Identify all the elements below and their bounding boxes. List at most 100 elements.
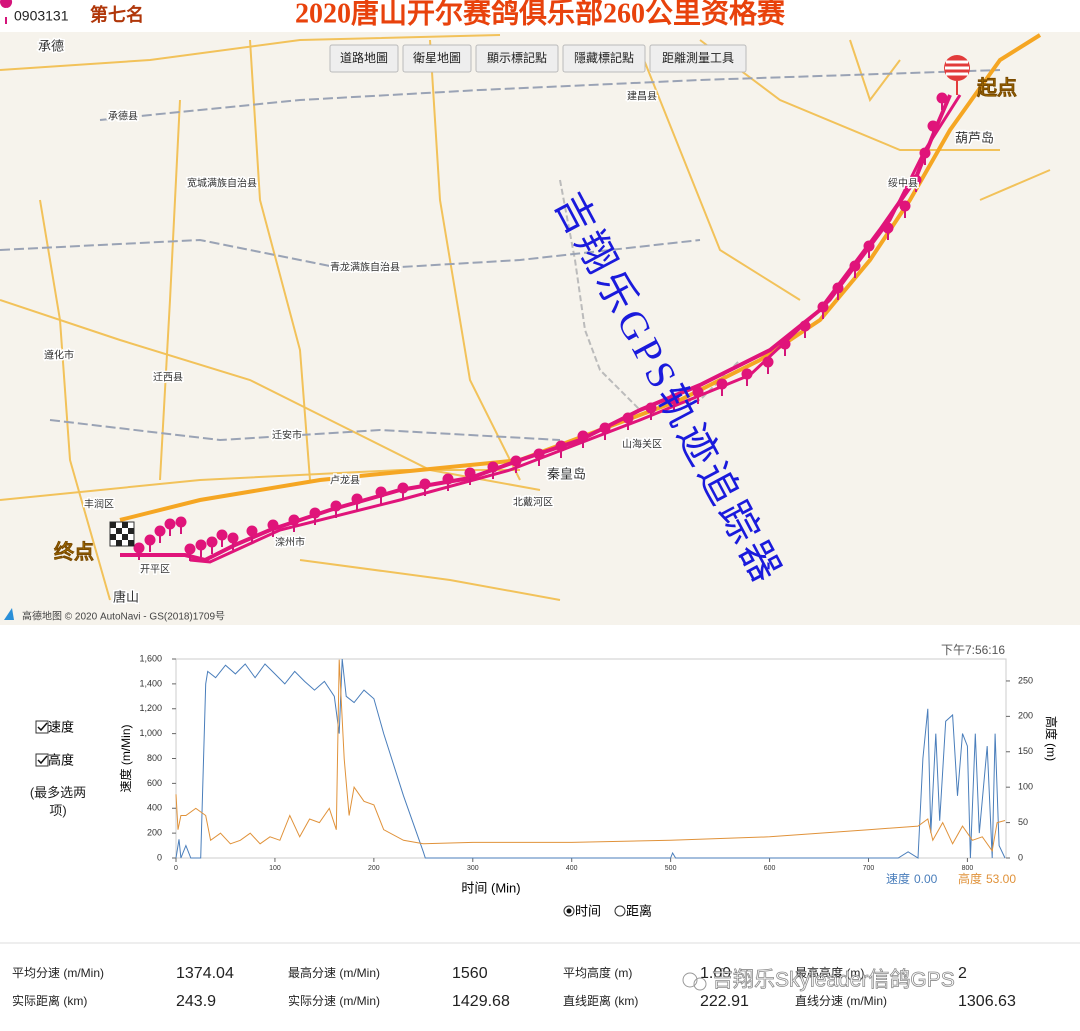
pin	[330, 500, 342, 512]
map-button[interactable]	[562, 44, 646, 73]
stat-label: 实际分速 (m/Min)	[288, 993, 380, 1008]
y2-axis-title: 高度 (m)	[1044, 716, 1059, 761]
flag-check	[110, 522, 134, 546]
legend-name: 速度	[886, 871, 910, 886]
y-tick-label: 0	[157, 852, 162, 862]
x-tick-label: 100	[269, 865, 281, 872]
x-tick-label: 400	[566, 865, 578, 872]
map-button-label: 距離測量工具	[662, 51, 734, 65]
y2-tick-label: 100	[1018, 782, 1033, 792]
pin	[154, 525, 166, 537]
place-label: 承德	[38, 38, 64, 53]
stat-value: 1374.04	[176, 965, 234, 982]
legend-value: 0.00	[914, 872, 938, 886]
bottom-watermark: 吉翔乐Skyleader信鸽GPS	[682, 968, 955, 992]
controls: 速度 高度 (最多选两项) 下午7:56:16 时间 距离	[30, 643, 1005, 918]
checkbox[interactable]	[35, 753, 49, 767]
radio-label: 距离	[626, 903, 652, 918]
y-tick-label: 1,600	[139, 653, 162, 663]
pin	[288, 514, 300, 526]
pin	[910, 174, 922, 186]
place-label: 丰润区	[84, 498, 114, 511]
pin	[464, 467, 476, 479]
check	[37, 722, 48, 732]
pin	[832, 282, 844, 294]
pin	[309, 507, 321, 519]
logo	[4, 608, 14, 620]
map-button-label: 隱藏標記點	[574, 50, 634, 65]
map: 起点 终点 吉翔乐GPS轨迹追踪器 高德地图 © 2020 AutoNavi -…	[0, 32, 1080, 625]
checkbox-label: 高度	[48, 752, 74, 767]
header-bar	[0, 0, 1080, 32]
stat-label: 最高分速 (m/Min)	[288, 965, 380, 980]
map-button-label: 顯示標記點	[487, 50, 547, 65]
start-marker	[944, 55, 970, 95]
stat-value: 2	[958, 965, 967, 982]
pin	[882, 222, 894, 234]
wechat-icon	[682, 972, 698, 988]
roads	[0, 34, 1051, 601]
pin	[599, 422, 611, 434]
buttons: 道路地圖 衛星地圖 顯示標記點 隱藏標記點 距離測量工具	[329, 44, 747, 73]
y2-tick-label: 50	[1018, 817, 1028, 827]
pin	[919, 147, 931, 159]
pin	[206, 536, 218, 548]
y-tick-label: 600	[147, 778, 162, 788]
radio-label: 时间	[575, 903, 601, 918]
x-tick-label: 700	[863, 865, 875, 872]
stat-label: 直线距离 (km)	[563, 993, 638, 1008]
pin	[555, 440, 567, 452]
place-label: 开平区	[140, 564, 170, 576]
start-label: 起点	[976, 77, 1017, 100]
railways	[0, 69, 1001, 442]
radio[interactable]	[614, 905, 626, 917]
place-label: 北戴河区	[513, 496, 553, 509]
pin	[817, 301, 829, 313]
pin	[533, 448, 545, 460]
legend-name: 高度	[958, 871, 982, 886]
place-label: 迁西县	[153, 372, 183, 384]
place-label: 山海关区	[622, 438, 662, 451]
pin	[510, 455, 522, 467]
place-label: 滦州市	[275, 536, 305, 549]
title: 2020唐山开尔赛鸽俱乐部260公里资格赛	[295, 0, 786, 29]
pin	[216, 529, 228, 541]
note-box: (最多选两项)	[30, 785, 86, 818]
x-tick-label: 800	[962, 865, 974, 872]
stat-label: 平均分速 (m/Min)	[12, 966, 104, 980]
stat-value: 222.91	[700, 993, 749, 1010]
map-button[interactable]	[329, 44, 399, 73]
stat-value: 1429.68	[452, 993, 510, 1010]
map-button-label: 衛星地圖	[413, 51, 461, 65]
place-label: 卢龙县	[330, 474, 360, 487]
pin	[144, 534, 156, 546]
pins	[133, 92, 948, 561]
map-button[interactable]	[402, 44, 472, 73]
pin	[164, 518, 176, 530]
place-label: 秦皇岛	[547, 466, 586, 481]
x-tick-label: 500	[665, 865, 677, 872]
stat-label: 实际距离 (km)	[12, 993, 87, 1008]
place-label: 承德县	[108, 110, 138, 123]
pin	[779, 338, 791, 350]
x-tick-label: 600	[764, 865, 776, 872]
pin	[419, 478, 431, 490]
pin	[849, 260, 861, 272]
map-button[interactable]	[475, 44, 559, 73]
pin	[351, 493, 363, 505]
pin	[716, 378, 728, 390]
pin	[936, 92, 948, 104]
pin	[645, 402, 657, 414]
checkbox[interactable]	[35, 720, 49, 734]
pin	[375, 486, 387, 498]
pin	[668, 393, 680, 405]
watermark: 吉翔乐Skyleader信鸽GPS	[712, 969, 955, 992]
map-button[interactable]	[649, 44, 747, 73]
y-tick-label: 1,400	[139, 678, 162, 688]
map-button-label: 道路地圖	[340, 50, 388, 65]
pigeon-id: 0903131	[14, 8, 69, 24]
border	[559, 179, 741, 412]
x-tick-label: 300	[467, 865, 479, 872]
radio-dot	[566, 908, 572, 914]
